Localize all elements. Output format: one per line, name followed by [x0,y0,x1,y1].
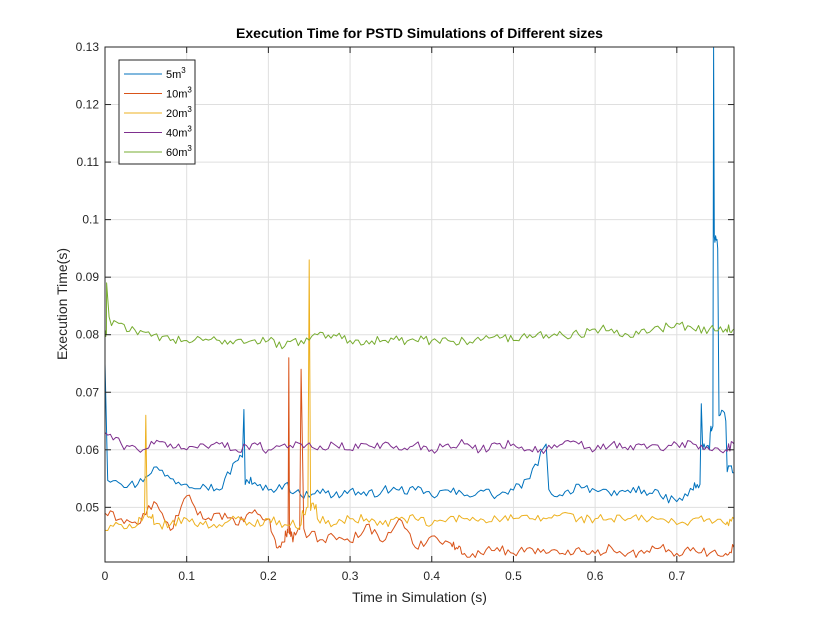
legend-label: 20m3 [166,105,192,120]
y-axis-label: Execution Time(s) [54,248,70,360]
series-line-5m3 [104,46,734,504]
grid-lines [104,46,734,562]
x-tick-label: 0.4 [423,569,440,583]
x-tick-labels: 0 0.1 0.2 0.3 0.4 0.5 0.6 0.7 [102,569,686,583]
y-tick-label: 0.11 [77,155,100,169]
series-line-20m3 [104,259,735,531]
series-line-40m3 [104,432,735,454]
legend-label-superscript: 3 [187,125,192,134]
y-tick-labels: 0.05 0.06 0.07 0.08 0.09 0.1 0.11 0.12 0.13 [76,40,100,514]
y-tick-label: 0.13 [76,40,100,54]
y-tick-label: 0.1 [82,213,99,227]
legend-box [118,59,196,165]
series-line-10m3 [104,357,735,558]
series-line-60m3 [104,282,735,350]
plot-area [105,47,734,562]
legend-label: 5m3 [166,66,186,81]
x-tick-label: 0 [102,569,109,583]
y-tick-label: 0.09 [76,270,100,284]
y-tick-label: 0.05 [76,500,100,514]
legend-label: 40m3 [166,125,192,140]
legend-label-superscript: 3 [187,144,192,153]
legend-label-superscript: 3 [181,66,186,75]
axes-box [104,46,735,563]
y-tick-label: 0.07 [76,385,100,399]
legend-label: 10m3 [166,86,192,101]
series-lines [104,46,735,558]
legend-label: 60m3 [166,144,192,159]
x-tick-label: 0.2 [260,569,277,583]
y-tick-label: 0.08 [76,328,100,342]
legend-label-superscript: 3 [187,105,192,114]
legend-label-superscript: 3 [187,86,192,95]
x-tick-label: 0.3 [342,569,359,583]
x-tick-label: 0.1 [178,569,195,583]
chart-title: Execution Time for PSTD Simulations of D… [236,25,603,41]
y-tick-label: 0.06 [76,443,100,457]
y-tick-label: 0.12 [76,98,100,112]
legend: 5m3 10m3 20m3 40m3 60m3 [118,59,196,165]
x-tick-label: 0.7 [668,569,685,583]
x-tick-label: 0.5 [505,569,522,583]
tick-marks [104,46,734,562]
x-axis-label: Time in Simulation (s) [352,589,487,605]
x-tick-label: 0.6 [587,569,604,583]
